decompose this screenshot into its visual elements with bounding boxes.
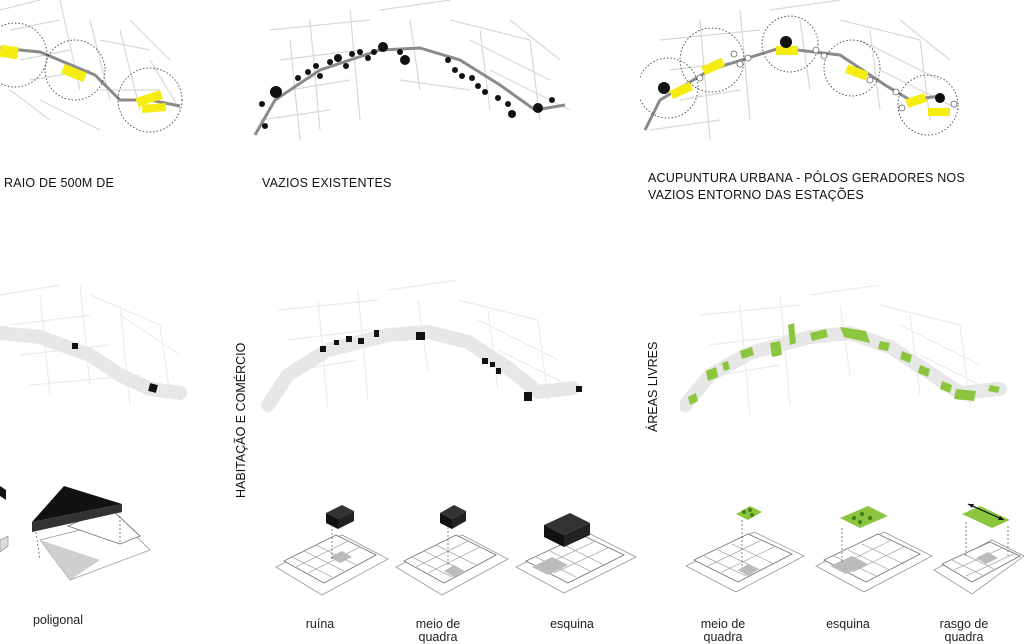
caption-urban-acupuncture-1: ACUPUNTURA URBANA - PÓLOS GERADORES NOS: [648, 171, 965, 185]
label-ruina: ruína: [305, 617, 335, 631]
axon-ruina: [272, 505, 392, 605]
label-right-esquina: esquina: [826, 617, 870, 631]
map-existing-voids: [250, 0, 580, 150]
map-open-areas: [680, 285, 1024, 420]
vertical-label-open-areas: ÁREAS LIVRES: [646, 341, 660, 432]
axon-right-esquina: [812, 500, 936, 600]
label-poligonal: poligonal: [32, 613, 84, 627]
axon-poligonal: [0, 480, 160, 590]
label-right-meio-quadra: meio de quadra: [700, 617, 746, 644]
axon-middle-esquina: [512, 505, 642, 605]
caption-urban-acupuncture-2: VAZIOS ENTORNO DAS ESTAÇÕES: [648, 188, 864, 202]
caption-station-radius: RAIO DE 500M DE: [4, 176, 114, 190]
axon-middle-meio-quadra: [392, 505, 512, 605]
axon-rasgo-quadra: [932, 498, 1024, 602]
label-middle-meio-quadra: meio de quadra: [415, 617, 461, 644]
caption-existing-voids: VAZIOS EXISTENTES: [262, 176, 392, 190]
label-rasgo-quadra: rasgo de quadra: [939, 617, 989, 644]
map-left-middle: [0, 285, 190, 415]
label-middle-esquina: esquina: [550, 617, 594, 631]
vertical-label-housing-commerce: HABITAÇÃO E COMÉRCIO: [234, 342, 248, 498]
map-urban-acupuncture: [640, 0, 970, 150]
axon-right-meio-quadra: [682, 500, 810, 600]
map-housing-commerce: [258, 280, 588, 420]
map-station-radius: [0, 0, 200, 150]
